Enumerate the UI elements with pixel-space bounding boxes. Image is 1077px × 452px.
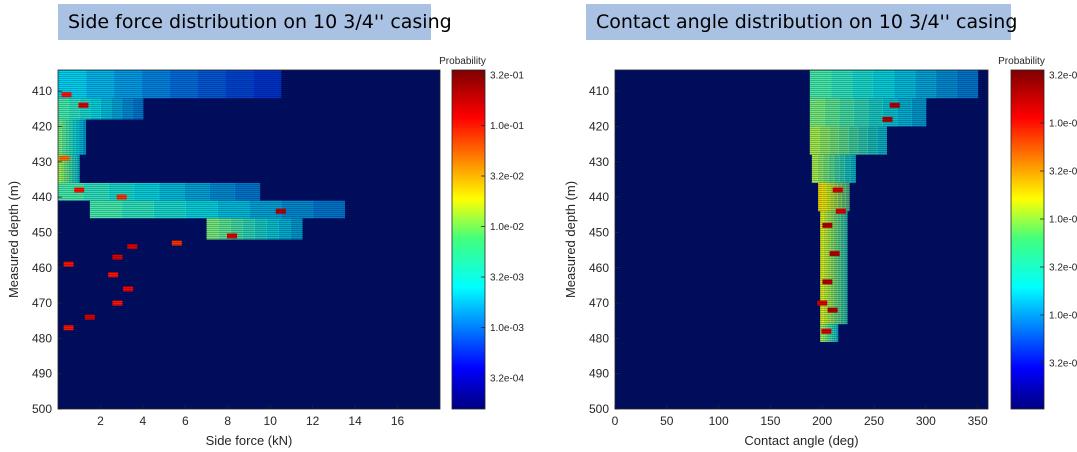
x-tick-label: 12 [306,414,320,428]
x-tick-label: 200 [812,414,832,428]
y-tick-label: 480 [589,331,609,345]
x-tick-label: 150 [760,414,780,428]
y-axis-label: Measured depth (m) [6,181,21,298]
y-tick-label: 450 [32,225,52,239]
x-axis-label: Side force (kN) [206,433,293,448]
y-tick-label: 460 [32,261,52,275]
x-axis-label: Contact angle (deg) [744,433,858,448]
x-tick-label: 0 [612,414,619,428]
y-tick-label: 440 [32,190,52,204]
colorbar-tick-label: 3.2e-03 [1049,71,1077,82]
contact-angle-heatmap: 0 50 100 150 200 250 300 350 410 420 430 440 450 460 4… [563,56,1077,448]
cell-grid [615,70,988,409]
colorbar-tick-label: 1.0e-01 [490,121,524,132]
y-tick-label: 440 [589,190,609,204]
x-tick-label: 300 [916,414,936,428]
y-tick-label: 500 [32,402,52,416]
colorbar-title: Probability [998,56,1045,67]
y-tick-label: 450 [589,225,609,239]
y-tick-label: 430 [32,155,52,169]
y-tick-label: 460 [589,261,609,275]
x-tick-label: 6 [182,414,189,428]
y-tick-label: 500 [589,402,609,416]
x-tick-label: 250 [864,414,884,428]
y-tick-label: 470 [589,296,609,310]
cell-grid [58,70,440,409]
x-tick-label: 8 [224,414,231,428]
x-tick-label: 10 [264,414,278,428]
colorbar-tick-label: 1.0e-03 [490,323,524,334]
y-tick-label: 480 [32,331,52,345]
colorbar-tick-label: 3.2e-04 [1049,167,1077,178]
y-tick-label: 420 [589,120,609,134]
colorbar-tick-label: 3.2e-01 [490,71,524,82]
y-tick-label: 410 [589,84,609,98]
x-tick-label: 100 [709,414,729,428]
colorbar-tick-label: 3.2e-06 [1049,359,1077,370]
colorbar-tick-label: 3.2e-05 [1049,263,1077,274]
y-tick-label: 420 [32,120,52,134]
y-tick-label: 410 [32,84,52,98]
y-axis-label: Measured depth (m) [563,181,578,298]
colorbar [1011,70,1044,409]
colorbar-tick-label: 3.2e-03 [490,273,524,284]
x-tick-label: 50 [660,414,674,428]
x-tick-label: 2 [97,414,104,428]
y-tick-label: 490 [589,367,609,381]
x-tick-label: 4 [140,414,147,428]
colorbar-tick-label: 1.0e-05 [1049,311,1077,322]
colorbar-tick-label: 3.2e-02 [490,172,524,183]
y-tick-label: 470 [32,296,52,310]
colorbar-tick-label: 1.0e-03 [1049,119,1077,130]
side-force-heatmap: 2 4 6 8 10 12 14 16 410 420 430 440 450 460 470 480 490 5… [6,56,524,448]
x-tick-label: 14 [348,414,362,428]
colorbar-tick-label: 1.0e-02 [490,222,524,233]
x-tick-label: 16 [391,414,405,428]
y-tick-label: 490 [32,367,52,381]
colorbar-tick-label: 1.0e-04 [1049,215,1077,226]
colorbar [452,70,485,409]
y-tick-label: 430 [589,155,609,169]
x-tick-label: 350 [968,414,988,428]
colorbar-title: Probability [439,56,486,67]
colorbar-tick-label: 3.2e-04 [490,374,524,385]
